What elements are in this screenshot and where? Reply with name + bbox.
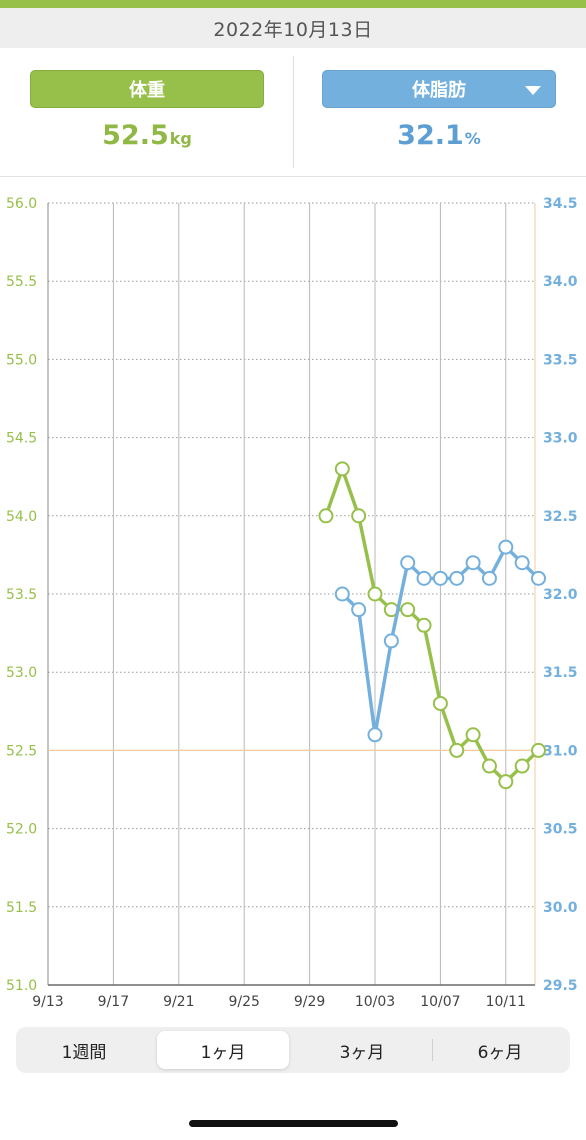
home-indicator <box>189 1120 398 1127</box>
x-tick-label: 9/25 <box>228 994 259 1010</box>
summary-bottom-border <box>0 176 586 177</box>
weight-bodyfat-chart: 51.0 51.5 52.0 52.5 53.0 53.5 54.0 54.5 55.0 55.5… <box>6 196 578 1010</box>
period-tab-3[interactable]: 3ヶ月 <box>339 1042 385 1063</box>
date-label: 2022年10月13日 <box>213 18 373 41</box>
body-fat-data-point <box>465 555 481 571</box>
weight-data-point <box>449 742 465 758</box>
x-tick-label: 9/21 <box>163 994 194 1010</box>
y-left-tick-label: 55.0 <box>6 352 37 368</box>
x-tick-label: 9/13 <box>32 994 63 1010</box>
body-fat-data-point <box>449 570 465 586</box>
y-right-tick-label: 31.0 <box>543 743 578 759</box>
y-right-tick-label: 34.0 <box>543 274 578 290</box>
weight-data-point <box>465 727 481 743</box>
y-right-tick-label: 30.0 <box>543 900 578 916</box>
y-left-tick-label: 56.0 <box>6 196 37 212</box>
weight-unit: kg <box>169 129 192 148</box>
period-tab-2[interactable]: 1ヶ月 <box>157 1031 289 1069</box>
body-fat-data-point <box>400 555 416 571</box>
x-tick-label: 9/29 <box>294 994 325 1010</box>
body-fat-data-point <box>514 555 530 571</box>
period-segmented-control: 1週間 1ヶ月 3ヶ月 6ヶ月 <box>16 1027 570 1073</box>
period-tab-1[interactable]: 1週間 <box>61 1042 107 1063</box>
body-fat-data-point <box>383 633 399 649</box>
x-tick-label: 9/17 <box>98 994 129 1010</box>
body-fat-data-point <box>416 570 432 586</box>
y-right-tick-label: 30.5 <box>543 822 578 838</box>
body-fat-unit: % <box>464 129 481 148</box>
date-header: 2022年10月13日 <box>0 8 586 48</box>
weight-data-point <box>531 742 546 758</box>
weight-data-point <box>400 602 416 618</box>
y-left-tick-label: 51.5 <box>6 900 37 916</box>
weight-data-point <box>498 774 514 790</box>
body-fat-data-point <box>367 727 383 743</box>
segment-separator <box>432 1039 433 1061</box>
chevron-down-icon <box>525 86 541 95</box>
period-tab-4[interactable]: 6ヶ月 <box>477 1042 523 1063</box>
summary-divider <box>293 56 294 168</box>
weight-number: 52.5 <box>102 120 169 151</box>
weight-data-point <box>334 461 350 477</box>
summary-panel: 体重 52.5 kg 体脂肪 32.1 % <box>0 48 586 178</box>
y-right-tick-label: 32.5 <box>543 509 578 525</box>
y-right-tick-label: 32.0 <box>543 587 578 603</box>
y-right-tick-label: 33.0 <box>543 431 578 447</box>
y-left-tick-label: 52.0 <box>6 822 37 838</box>
y-left-tick-label: 53.5 <box>6 587 37 603</box>
body-fat-value: 32.1 % <box>322 120 556 156</box>
body-fat-dropdown-button[interactable]: 体脂肪 <box>322 70 556 108</box>
body-fat-data-point <box>531 570 546 586</box>
weight-data-point <box>514 758 530 774</box>
body-fat-data-point <box>498 539 514 555</box>
y-left-tick-label: 53.0 <box>6 665 37 681</box>
top-accent-bar <box>0 0 586 8</box>
y-left-tick-label: 54.0 <box>6 509 37 525</box>
x-tick-label: 10/11 <box>486 994 526 1010</box>
weight-data-point <box>416 617 432 633</box>
y-left-tick-label: 51.0 <box>6 978 37 994</box>
weight-button[interactable]: 体重 <box>30 70 264 108</box>
weight-data-point <box>351 508 367 524</box>
body-fat-data-point <box>334 586 350 602</box>
y-left-tick-label: 55.5 <box>6 274 37 290</box>
body-fat-data-point <box>481 570 497 586</box>
weight-data-point <box>318 508 334 524</box>
x-tick-label: 10/03 <box>355 994 395 1010</box>
y-right-tick-label: 31.5 <box>543 665 578 681</box>
weight-data-point <box>432 695 448 711</box>
weight-data-point <box>367 586 383 602</box>
y-right-tick-label: 33.5 <box>543 352 578 368</box>
body-fat-data-point <box>351 602 367 618</box>
body-fat-data-point <box>432 570 448 586</box>
weight-button-label: 体重 <box>129 80 165 101</box>
body-fat-button-label: 体脂肪 <box>412 80 466 101</box>
weight-data-point <box>481 758 497 774</box>
y-left-tick-label: 52.5 <box>6 743 37 759</box>
weight-value: 52.5 kg <box>30 120 264 156</box>
y-left-tick-label: 54.5 <box>6 431 37 447</box>
body-fat-number: 32.1 <box>397 120 464 151</box>
x-tick-label: 10/07 <box>420 994 460 1010</box>
y-right-tick-label: 29.5 <box>543 978 578 994</box>
y-right-tick-label: 34.5 <box>543 196 578 212</box>
